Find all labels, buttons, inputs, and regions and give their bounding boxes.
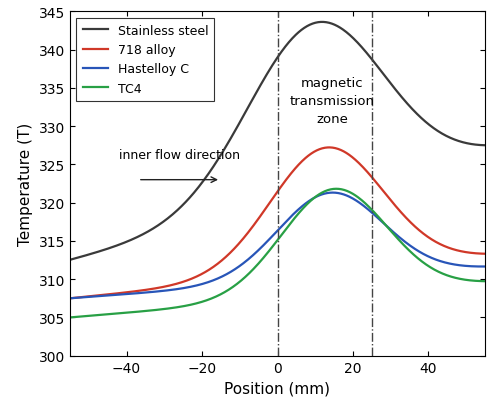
TC4 (333, 187, 339, 192)
TC4 (345, 189, 351, 194)
TC4 (255, 262, 261, 267)
Stainless steel (67, 258, 73, 263)
Line: Stainless steel: Stainless steel (70, 23, 485, 260)
718 alloy (482, 252, 488, 256)
Hastelloy C (312, 196, 318, 200)
Hastelloy C (330, 191, 336, 196)
Stainless steel (380, 72, 386, 77)
Stainless steel (312, 21, 318, 26)
Stainless steel (482, 144, 488, 148)
Stainless steel (174, 209, 180, 214)
Hastelloy C (255, 249, 261, 254)
TC4 (380, 220, 386, 225)
Text: magnetic
transmission
zone: magnetic transmission zone (290, 77, 374, 126)
718 alloy (326, 146, 332, 151)
X-axis label: Position (mm): Position (mm) (224, 380, 330, 395)
Hastelloy C (67, 296, 73, 301)
TC4 (67, 315, 73, 320)
718 alloy (174, 281, 180, 286)
Line: TC4: TC4 (70, 189, 485, 318)
Y-axis label: Temperature (T): Temperature (T) (18, 123, 33, 245)
718 alloy (67, 296, 73, 301)
718 alloy (312, 150, 318, 155)
Line: 718 alloy: 718 alloy (70, 148, 485, 299)
Stainless steel (140, 232, 146, 237)
718 alloy (255, 218, 261, 222)
TC4 (174, 305, 180, 310)
718 alloy (345, 152, 351, 157)
Stainless steel (255, 88, 261, 93)
TC4 (482, 279, 488, 284)
Hastelloy C (380, 221, 386, 226)
718 alloy (140, 288, 146, 293)
Stainless steel (345, 32, 351, 37)
TC4 (312, 196, 318, 200)
Hastelloy C (482, 264, 488, 269)
Stainless steel (319, 20, 325, 25)
718 alloy (380, 189, 386, 194)
Legend: Stainless steel, 718 alloy, Hastelloy C, TC4: Stainless steel, 718 alloy, Hastelloy C,… (76, 18, 214, 101)
Hastelloy C (345, 194, 351, 199)
Line: Hastelloy C: Hastelloy C (70, 193, 485, 299)
TC4 (140, 309, 146, 314)
Hastelloy C (140, 290, 146, 295)
Text: inner flow direction: inner flow direction (119, 148, 240, 161)
Hastelloy C (174, 287, 180, 292)
